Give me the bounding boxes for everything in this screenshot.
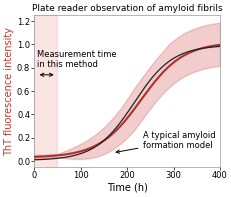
Bar xyxy=(34,15,56,167)
Text: A typical amyloid
formation model: A typical amyloid formation model xyxy=(116,131,215,153)
Title: Plate reader observation of amyloid fibrils: Plate reader observation of amyloid fibr… xyxy=(32,4,222,13)
X-axis label: Time (h): Time (h) xyxy=(106,183,147,193)
Text: Measurement time
in this method: Measurement time in this method xyxy=(36,50,116,69)
Y-axis label: ThT fluorescence intensity: ThT fluorescence intensity xyxy=(4,27,14,156)
